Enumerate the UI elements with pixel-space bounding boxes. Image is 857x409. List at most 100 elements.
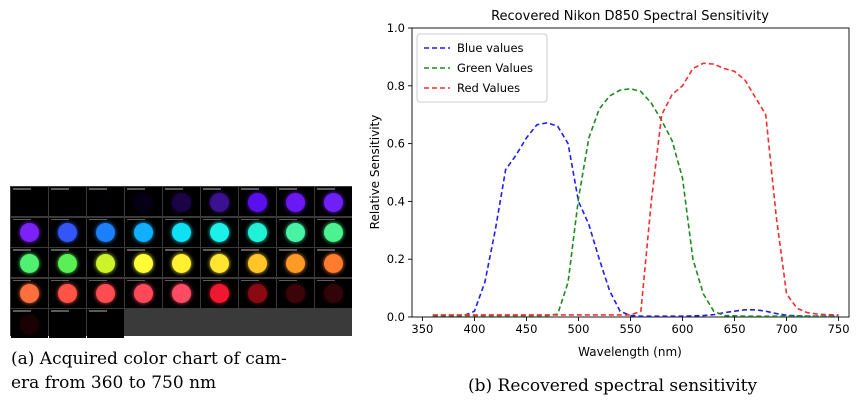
- cell-label-mark: [241, 249, 259, 251]
- cell-label-mark: [51, 188, 69, 190]
- color-chart-cell: [277, 248, 314, 277]
- color-sample-dot: [324, 192, 343, 212]
- axis-ticks: 350 400 450 500 550 600 650 700 750 0.0 0.2 0.4 0.6 0…: [387, 21, 850, 336]
- color-sample-dot: [210, 223, 229, 243]
- color-chart-cell: [125, 217, 162, 247]
- color-sample-dot: [286, 253, 305, 273]
- cell-label-mark: [127, 279, 145, 281]
- color-chart-cell: [201, 248, 238, 277]
- color-chart-cell: [277, 217, 314, 247]
- cell-label-mark: [203, 249, 221, 251]
- color-sample-dot: [96, 192, 115, 212]
- color-chart-cell: [315, 278, 352, 308]
- x-tick-label: 500: [567, 322, 589, 336]
- cell-label-mark: [165, 218, 183, 220]
- cell-label-mark: [203, 279, 221, 281]
- color-chart-cell: [87, 217, 124, 247]
- cell-label-mark: [127, 218, 145, 220]
- color-sample-dot: [58, 314, 77, 334]
- color-sample-dot: [20, 192, 39, 212]
- cell-label-mark: [13, 279, 31, 281]
- color-chart-cell: [11, 187, 48, 216]
- color-sample-dot: [324, 253, 343, 273]
- color-chart-cell: [315, 248, 352, 277]
- color-sample-dot: [96, 314, 115, 334]
- x-tick-label: 600: [672, 322, 694, 336]
- color-sample-dot: [134, 253, 153, 273]
- color-chart-cell: [277, 278, 314, 308]
- color-sample-dot: [210, 284, 229, 304]
- acquired-color-chart: [10, 186, 352, 338]
- color-sample-dot: [172, 223, 191, 243]
- cell-label-mark: [13, 249, 31, 251]
- color-chart-cell: [49, 248, 86, 277]
- cell-label-mark: [317, 279, 335, 281]
- x-tick-label: 450: [515, 322, 537, 336]
- color-chart-cell: [87, 187, 124, 216]
- cell-label-mark: [279, 249, 297, 251]
- cell-label-mark: [13, 310, 31, 312]
- cell-label-mark: [279, 218, 297, 220]
- series-line-red-values: [432, 62, 839, 316]
- cell-label-mark: [279, 279, 297, 281]
- color-sample-dot: [20, 284, 39, 304]
- x-tick-label: 400: [463, 322, 485, 336]
- cell-label-mark: [13, 188, 31, 190]
- color-chart-cell: [49, 278, 86, 308]
- cell-label-mark: [127, 188, 145, 190]
- cell-label-mark: [165, 249, 183, 251]
- color-sample-dot: [172, 192, 191, 212]
- color-chart-cell: [277, 187, 314, 216]
- cell-label-mark: [51, 218, 69, 220]
- color-sample-dot: [96, 223, 115, 243]
- cell-label-mark: [51, 310, 69, 312]
- color-chart-cell: [315, 217, 352, 247]
- x-axis-label: Wavelength (nm): [578, 345, 682, 359]
- cell-label-mark: [203, 218, 221, 220]
- color-sample-dot: [286, 192, 305, 212]
- cell-label-mark: [241, 279, 259, 281]
- spectral-sensitivity-chart: 350 400 450 500 550 600 650 700 750 0.0 0.2 0.4 0.6 0…: [368, 9, 850, 359]
- color-chart-cell: [125, 248, 162, 277]
- series-lines: [432, 62, 839, 317]
- x-tick-label: 550: [620, 322, 642, 336]
- cell-label-mark: [279, 188, 297, 190]
- color-chart-cell: [201, 278, 238, 308]
- color-chart-cell: [163, 248, 200, 277]
- x-tick-label: 700: [776, 322, 798, 336]
- color-sample-dot: [324, 223, 343, 243]
- cell-label-mark: [89, 310, 107, 312]
- color-sample-dot: [248, 253, 267, 273]
- color-sample-dot: [20, 253, 39, 273]
- color-chart-cell: [163, 187, 200, 216]
- color-chart-cell: [239, 278, 276, 308]
- color-sample-dot: [248, 284, 267, 304]
- color-chart-cell: [239, 248, 276, 277]
- caption-b: (b) Recovered spectral sensitivity: [468, 376, 758, 396]
- cell-label-mark: [89, 249, 107, 251]
- color-sample-dot: [58, 284, 77, 304]
- color-chart-cell: [11, 309, 48, 338]
- cell-label-mark: [241, 218, 259, 220]
- y-tick-label: 0.0: [387, 310, 405, 324]
- legend-box: [416, 33, 548, 103]
- color-sample-dot: [172, 284, 191, 304]
- y-tick-label: 1.0: [387, 21, 405, 35]
- legend: Blue values Green Values Red Values: [416, 33, 548, 103]
- color-sample-dot: [134, 192, 153, 212]
- color-chart-cell: [239, 187, 276, 216]
- color-sample-dot: [58, 253, 77, 273]
- cell-label-mark: [317, 188, 335, 190]
- color-sample-dot: [210, 253, 229, 273]
- chart-title: Recovered Nikon D850 Spectral Sensitivit…: [491, 9, 769, 24]
- cell-label-mark: [51, 249, 69, 251]
- color-sample-dot: [96, 253, 115, 273]
- color-chart-cell: [163, 217, 200, 247]
- color-chart-cell: [49, 187, 86, 216]
- y-axis-label: Relative Sensitivity: [368, 115, 382, 230]
- color-sample-dot: [210, 192, 229, 212]
- color-sample-dot: [58, 192, 77, 212]
- color-chart-cell: [315, 187, 352, 216]
- cell-label-mark: [317, 249, 335, 251]
- caption-a: (a) Acquired color chart of cam- era fro…: [11, 347, 287, 395]
